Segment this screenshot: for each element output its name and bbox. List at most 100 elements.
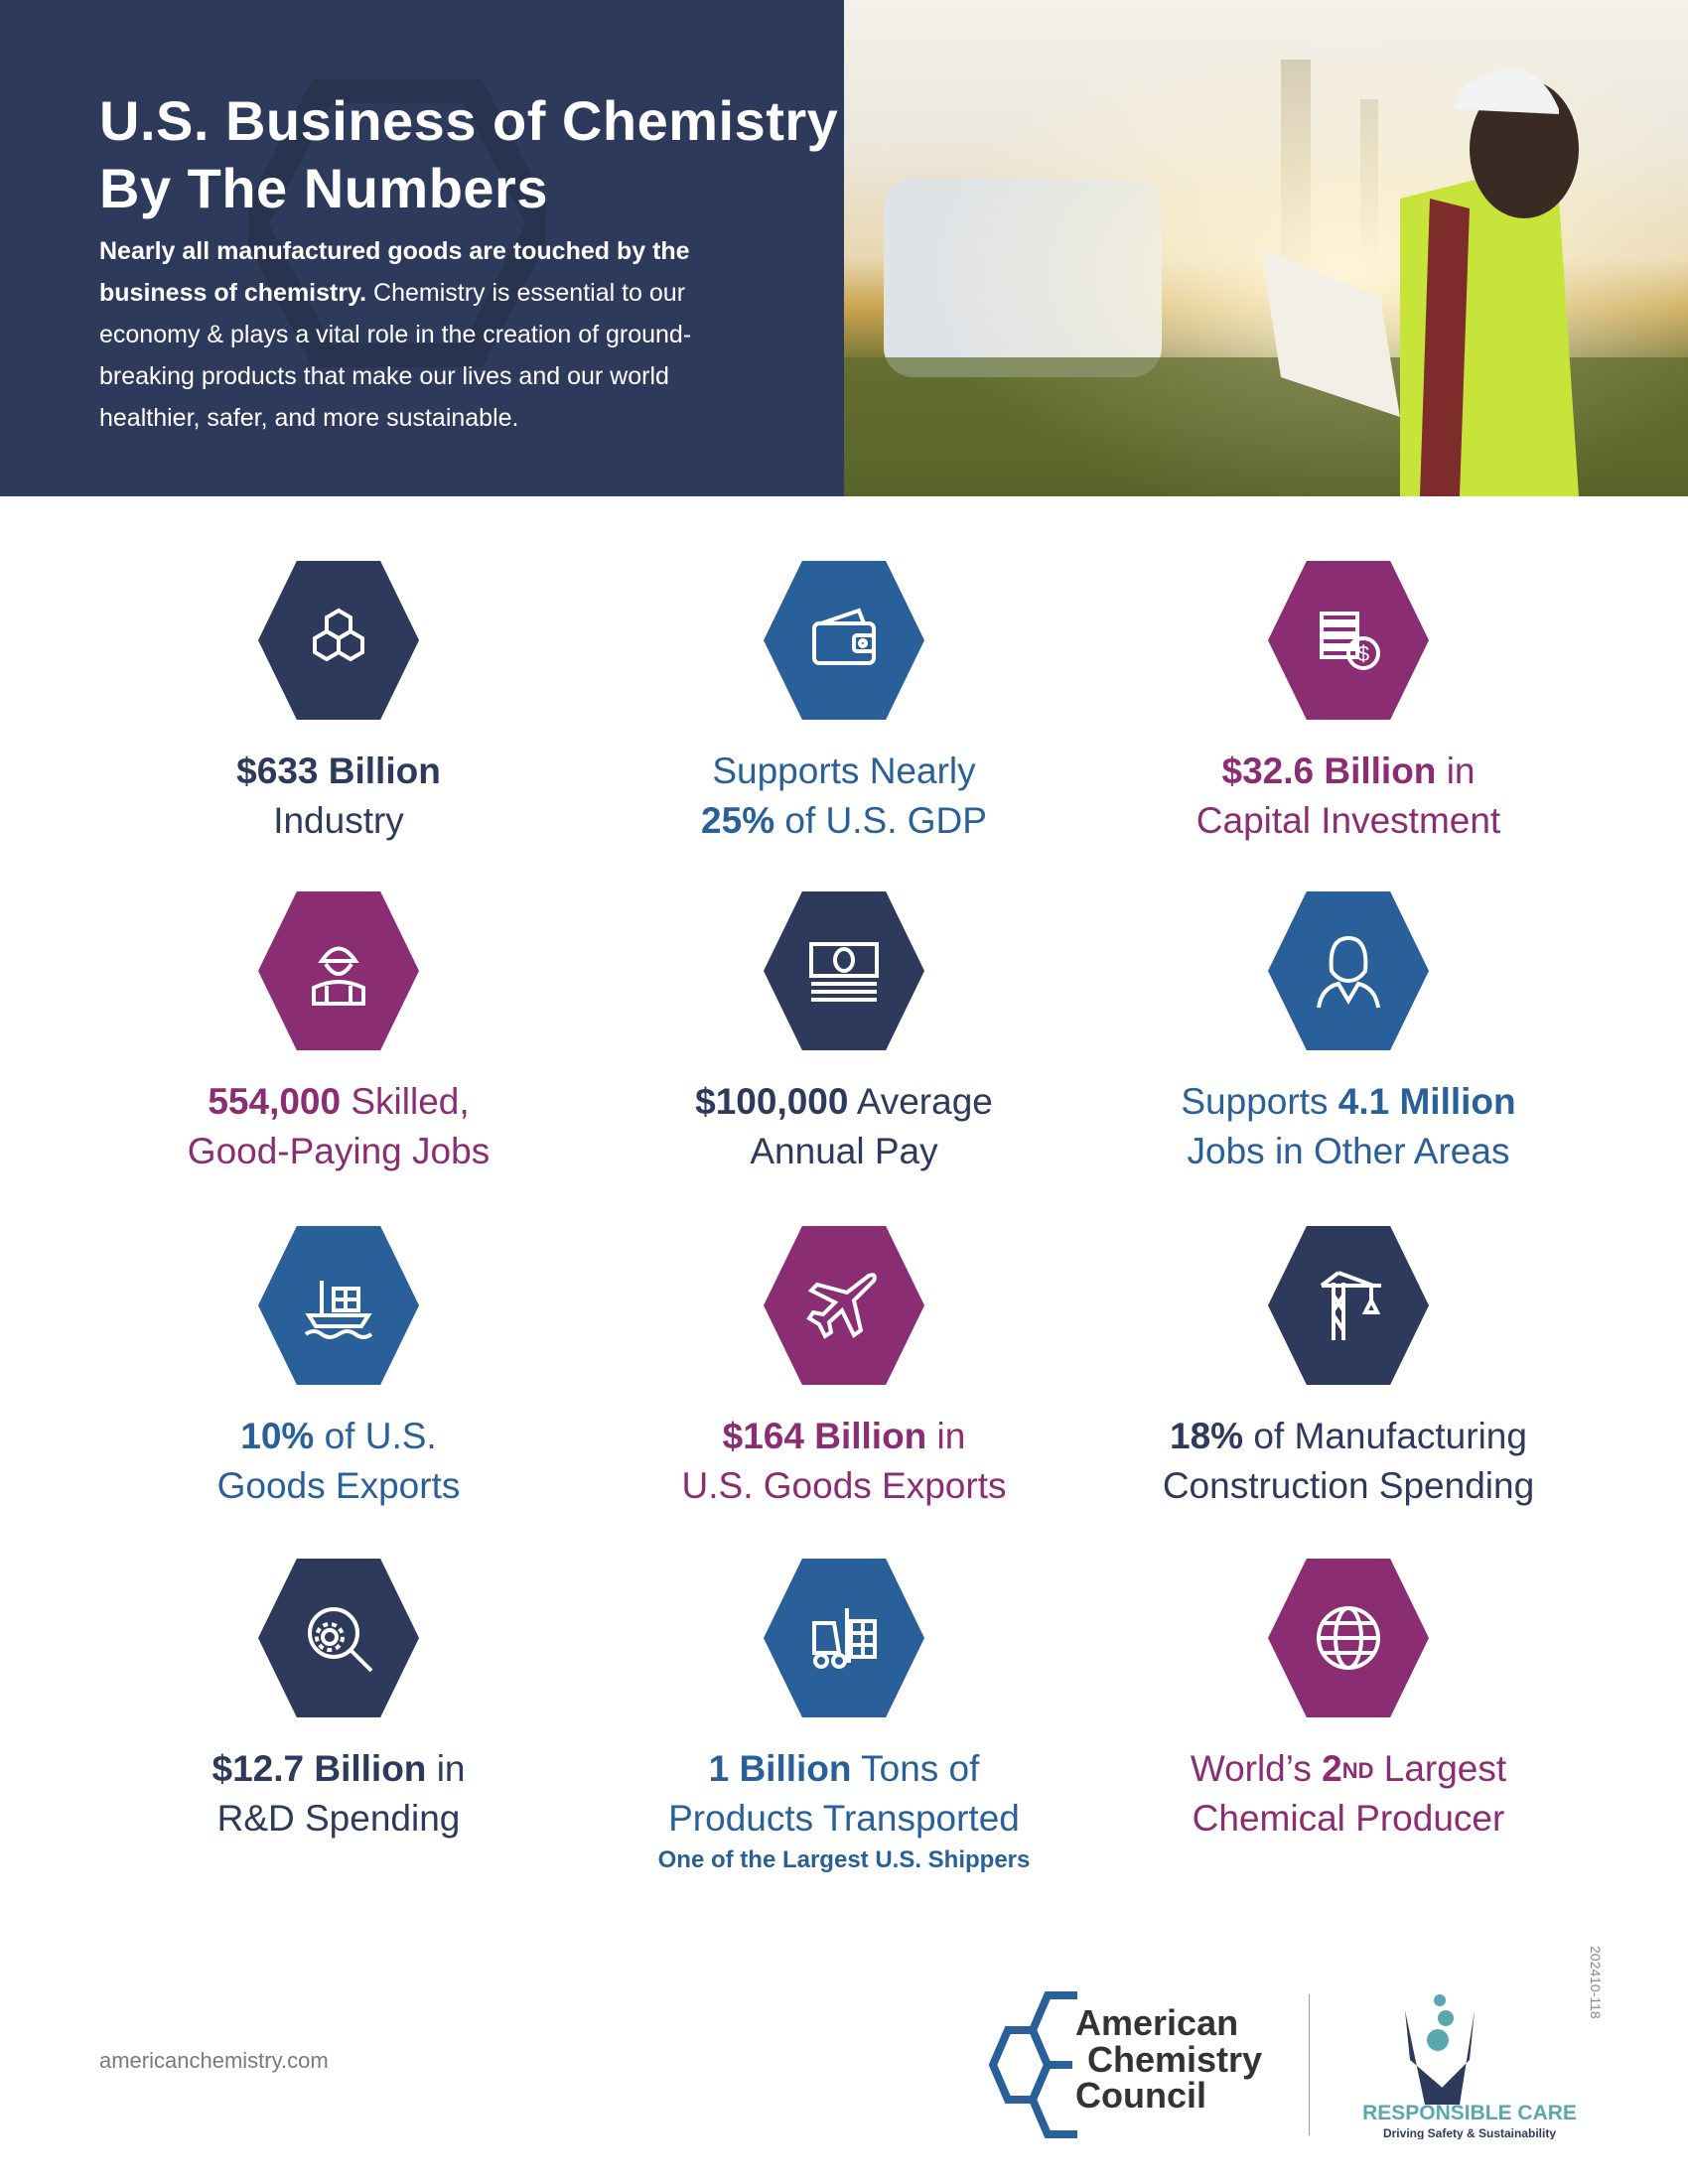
stat-text: Largest xyxy=(1373,1748,1507,1789)
acc-logo-word-1: American xyxy=(1075,2002,1238,2043)
stat-hexagon-badge xyxy=(1268,891,1429,1050)
stat-line: Jobs in Other Areas xyxy=(1090,1127,1607,1176)
stat-value: 554,000 xyxy=(208,1081,342,1122)
stat-text: of Manufacturing xyxy=(1243,1416,1527,1456)
hero-photo-worker xyxy=(844,0,1688,496)
stat-text: Average xyxy=(848,1081,993,1122)
stat-line: Supports 4.1 Million xyxy=(1090,1077,1607,1127)
stat-card: $633 Billion Industry xyxy=(80,561,597,846)
stat-card: Supports 4.1 Million Jobs in Other Areas xyxy=(1090,891,1607,1176)
acc-logo-word-2: Chemistry xyxy=(1087,2039,1262,2080)
stat-hexagon-badge: $ xyxy=(1268,561,1429,720)
stat-line: $164 Billion in xyxy=(586,1412,1102,1461)
stat-line: Products Transported xyxy=(586,1794,1102,1843)
stat-line: $12.7 Billion in xyxy=(80,1744,597,1794)
intro-rest: Chemistry is essential to our economy & … xyxy=(99,279,692,432)
stat-text: Skilled, xyxy=(341,1081,470,1122)
stat-text: of U.S. xyxy=(314,1416,437,1456)
stat-value: $633 Billion xyxy=(236,751,441,791)
stat-line: $32.6 Billion in xyxy=(1090,747,1607,796)
page-title: U.S. Business of Chemistry By The Number… xyxy=(99,87,838,222)
stat-hexagon-badge xyxy=(764,1559,924,1717)
stat-value: $164 Billion xyxy=(722,1416,927,1456)
stat-text: ND xyxy=(1341,1758,1374,1783)
stat-card: $164 Billion in U.S. Goods Exports xyxy=(586,1226,1102,1511)
stat-text: in xyxy=(1436,751,1476,791)
stat-text: Jobs in Other Areas xyxy=(1187,1131,1510,1171)
stat-card: 18% of Manufacturing Construction Spendin… xyxy=(1090,1226,1607,1511)
cargo-ship-icon xyxy=(304,1281,373,1339)
stat-text: Good-Paying Jobs xyxy=(187,1131,491,1171)
stat-line: U.S. Goods Exports xyxy=(586,1461,1102,1511)
stat-line: 25% of U.S. GDP xyxy=(586,796,1102,846)
stat-text: of U.S. GDP xyxy=(774,800,987,841)
acc-logo-word-3: Council xyxy=(1075,2075,1206,2116)
stat-card: 10% of U.S. Goods Exports xyxy=(80,1226,597,1511)
stat-line: $633 Billion xyxy=(80,747,597,796)
hero-panel: U.S. Business of Chemistry By The Number… xyxy=(0,0,844,496)
airplane-icon xyxy=(806,1273,877,1339)
worker-photo-illustration xyxy=(844,0,1688,496)
stat-card: World’s 2ND Largest Chemical Producer xyxy=(1090,1559,1607,1843)
stat-value: 4.1 Million xyxy=(1337,1081,1516,1122)
stat-card: $100,000 Average Annual Pay xyxy=(586,891,1102,1176)
stat-line: Supports Nearly xyxy=(586,747,1102,796)
stat-value: $100,000 xyxy=(695,1081,849,1122)
rc-logo-name: RESPONSIBLE CARE xyxy=(1362,2102,1577,2124)
stat-card: 1 Billion Tons of Products Transported One… xyxy=(586,1559,1102,1877)
cash-bill-icon xyxy=(809,942,879,1002)
worker-hardhat-icon xyxy=(312,946,365,1006)
stat-line: Chemical Producer xyxy=(1090,1794,1607,1843)
stat-card: $12.7 Billion in R&D Spending xyxy=(80,1559,597,1843)
stat-hexagon-badge xyxy=(1268,1559,1429,1717)
stat-line: Annual Pay xyxy=(586,1127,1102,1176)
stat-value: 18% xyxy=(1170,1416,1244,1456)
stat-hexagon-badge xyxy=(258,1226,419,1385)
forklift-icon xyxy=(812,1608,877,1669)
stat-text: Tons of xyxy=(851,1748,980,1789)
stat-text: U.S. Goods Exports xyxy=(681,1465,1007,1506)
footer-url[interactable]: americanchemistry.com xyxy=(99,2048,329,2073)
stat-text: Products Transported xyxy=(668,1798,1020,1839)
stat-text: Goods Exports xyxy=(216,1465,461,1506)
stat-line: Capital Investment xyxy=(1090,796,1607,846)
globe-icon xyxy=(1317,1606,1380,1670)
stat-line: Good-Paying Jobs xyxy=(80,1127,597,1176)
stat-text: Capital Investment xyxy=(1196,800,1501,841)
stat-hexagon-badge xyxy=(764,561,924,720)
stat-subtext: One of the Largest U.S. Shippers xyxy=(657,1846,1031,1873)
intro-text: Nearly all manufactured goods are touche… xyxy=(99,230,755,439)
stat-text: Industry xyxy=(273,800,404,841)
logo-divider xyxy=(1309,1994,1310,2135)
gear-magnifier-icon xyxy=(308,1607,373,1673)
svg-text:$: $ xyxy=(1357,641,1369,666)
molecule-icon xyxy=(313,608,364,662)
stat-hexagon-badge xyxy=(1268,1226,1429,1385)
stat-hexagon-badge xyxy=(764,1226,924,1385)
stat-value: 2 xyxy=(1322,1748,1342,1789)
stat-value: 1 Billion xyxy=(708,1748,852,1789)
stat-text: Supports Nearly xyxy=(712,751,976,791)
american-chemistry-council-logo: American Chemistry Council xyxy=(988,1991,1262,2138)
stat-line: World’s 2ND Largest xyxy=(1090,1744,1607,1794)
intro-bold: Nearly all manufactured goods are touche… xyxy=(99,237,690,307)
coins-dollar-icon: $ xyxy=(1320,612,1380,670)
stat-line: R&D Spending xyxy=(80,1794,597,1843)
stat-hexagon-badge xyxy=(258,561,419,720)
stat-line: Goods Exports xyxy=(80,1461,597,1511)
responsible-care-logo: RESPONSIBLE CARE Driving Safety & Sustai… xyxy=(1362,1994,1577,2139)
rc-logo-tagline: Driving Safety & Sustainability xyxy=(1383,2126,1556,2139)
stat-value: 25% xyxy=(701,800,775,841)
stat-line: Construction Spending xyxy=(1090,1461,1607,1511)
stat-text: in xyxy=(426,1748,466,1789)
stat-text: in xyxy=(926,1416,966,1456)
hexagon-watermark-icon xyxy=(248,79,546,367)
stat-value: $32.6 Billion xyxy=(1221,751,1437,791)
stat-hexagon-badge xyxy=(258,891,419,1050)
stat-card: $ $32.6 Billion in Capital Investment xyxy=(1090,561,1607,846)
person-icon xyxy=(1317,935,1380,1009)
wallet-icon xyxy=(812,608,876,665)
stat-line: $100,000 Average xyxy=(586,1077,1102,1127)
stat-text: R&D Spending xyxy=(216,1798,461,1839)
stat-text: Annual Pay xyxy=(750,1131,938,1171)
